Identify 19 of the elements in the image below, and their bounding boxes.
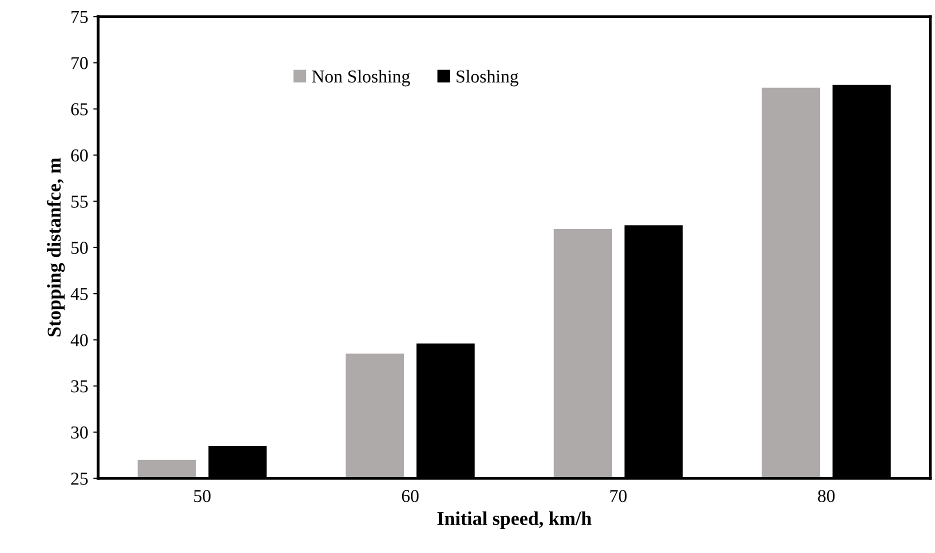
y-tick-label: 65 bbox=[71, 103, 88, 116]
y-tick-label: 30 bbox=[71, 426, 88, 439]
y-tick-label: 35 bbox=[71, 380, 88, 392]
legend-label: Non Sloshing bbox=[312, 70, 410, 86]
y-tick-label: 70 bbox=[72, 57, 88, 70]
y-tick-label: 40 bbox=[70, 334, 88, 346]
x-tick-label: 80 bbox=[818, 490, 835, 502]
x-axis-title: Initial speed, km/h bbox=[437, 511, 592, 530]
y-tick-label: 25 bbox=[71, 472, 88, 485]
y-tick-label: 75 bbox=[72, 11, 88, 24]
legend-label: Sloshing bbox=[456, 70, 518, 86]
y-axis-title: Stopping distanfce, m bbox=[46, 158, 65, 336]
x-tick-label: 50 bbox=[194, 490, 211, 502]
y-tick-label: 55 bbox=[71, 196, 88, 208]
y-tick-label: 45 bbox=[70, 288, 88, 300]
y-tick-label: 60 bbox=[71, 149, 88, 162]
x-tick-label: 60 bbox=[402, 490, 419, 502]
y-tick-label: 50 bbox=[71, 242, 88, 254]
x-tick-label: 70 bbox=[610, 490, 627, 502]
